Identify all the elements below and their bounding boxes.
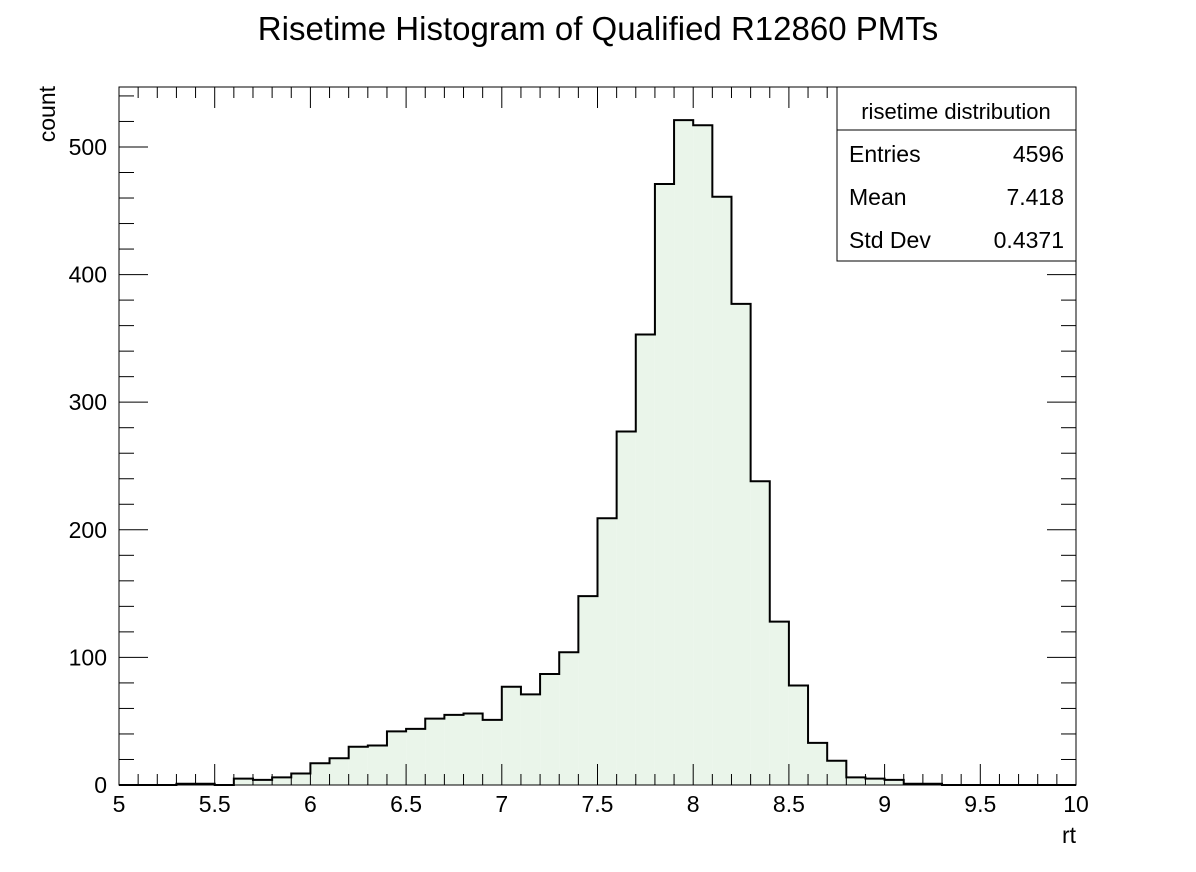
histogram-bins <box>176 120 943 786</box>
x-tick-label: 5.5 <box>199 791 231 817</box>
histogram-bin <box>482 719 502 785</box>
y-tick-label: 500 <box>69 134 107 160</box>
histogram-bin <box>386 731 407 785</box>
x-tick-label: 8 <box>687 791 700 817</box>
y-tick-label: 400 <box>69 262 107 288</box>
histogram-bin <box>808 742 828 785</box>
histogram-bin <box>769 621 789 785</box>
x-tick-label: 6.5 <box>390 791 422 817</box>
histogram-bin <box>731 303 751 785</box>
histogram-bin <box>616 431 636 785</box>
y-axis-label: count <box>34 85 60 142</box>
histogram-bin <box>252 779 273 785</box>
histogram-bin <box>865 778 885 785</box>
histogram-bin <box>827 760 847 785</box>
x-axis-ticks: 5 5.5 6 6.5 7 7.5 8 8.5 9 9.5 10 <box>113 87 1089 817</box>
histogram-bin <box>329 758 349 785</box>
stats-stddev-label: Std Dev <box>849 227 931 253</box>
x-tick-label: 7 <box>495 791 508 817</box>
x-tick-label: 7.5 <box>582 791 614 817</box>
y-tick-label: 300 <box>69 389 107 415</box>
histogram-bin <box>520 694 541 785</box>
histogram-bin <box>788 685 809 785</box>
y-axis-ticks: 0 100 200 300 400 500 <box>69 95 1076 798</box>
x-tick-label: 5 <box>113 791 126 817</box>
histogram-bin <box>597 518 617 785</box>
histogram-bin <box>367 745 387 785</box>
stats-stddev-value: 0.4371 <box>994 227 1064 253</box>
y-tick-label: 0 <box>94 772 107 798</box>
stats-box-frame <box>836 86 1077 262</box>
histogram-bin <box>272 777 292 785</box>
y-tick-label: 100 <box>69 644 107 670</box>
stats-box: risetime distribution Entries 4596 Mean … <box>836 86 1077 262</box>
histogram-bin <box>635 334 655 785</box>
histogram-bin <box>291 773 311 785</box>
histogram-bin <box>501 686 521 785</box>
x-tick-label: 9 <box>878 791 891 817</box>
histogram-bin <box>406 728 426 785</box>
histogram-bin <box>750 481 770 785</box>
histogram-bin <box>425 718 445 785</box>
y-tick-label: 200 <box>69 517 107 543</box>
histogram-bin <box>846 777 866 785</box>
histogram-bin <box>674 120 694 786</box>
histogram-bin <box>712 196 732 785</box>
stats-entries-value: 4596 <box>1013 141 1064 167</box>
histogram-bin <box>463 713 483 785</box>
chart-title: Risetime Histogram of Qualified R12860 P… <box>258 10 938 47</box>
histogram-bin <box>233 778 253 785</box>
histogram-bin <box>654 183 675 786</box>
histogram-bin <box>540 673 560 785</box>
histogram-bin <box>578 596 598 785</box>
x-axis-label: rt <box>1062 822 1077 848</box>
stats-entries-label: Entries <box>849 141 921 167</box>
stats-mean-label: Mean <box>849 184 907 210</box>
histogram-bin <box>348 746 368 785</box>
histogram-bin <box>444 714 464 785</box>
histogram-bin <box>693 125 713 785</box>
stats-box-title: risetime distribution <box>861 99 1051 124</box>
x-tick-label: 9.5 <box>964 791 996 817</box>
x-tick-label: 6 <box>304 791 317 817</box>
histogram-bin <box>310 763 330 785</box>
stats-mean-value: 7.418 <box>1006 184 1064 210</box>
x-tick-label: 8.5 <box>773 791 805 817</box>
histogram-bin <box>884 779 904 785</box>
x-tick-label: 10 <box>1063 791 1089 817</box>
histogram-bin <box>559 652 579 785</box>
